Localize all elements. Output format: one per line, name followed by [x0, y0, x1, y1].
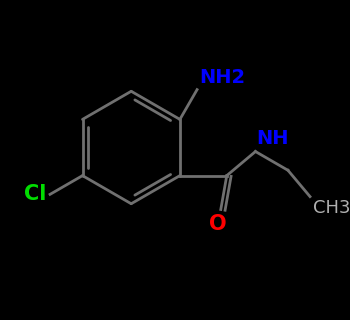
Text: CH3: CH3: [313, 199, 350, 217]
Text: Cl: Cl: [24, 184, 46, 204]
Text: NH2: NH2: [199, 68, 246, 87]
Text: O: O: [209, 214, 226, 235]
Text: NH: NH: [257, 129, 289, 148]
